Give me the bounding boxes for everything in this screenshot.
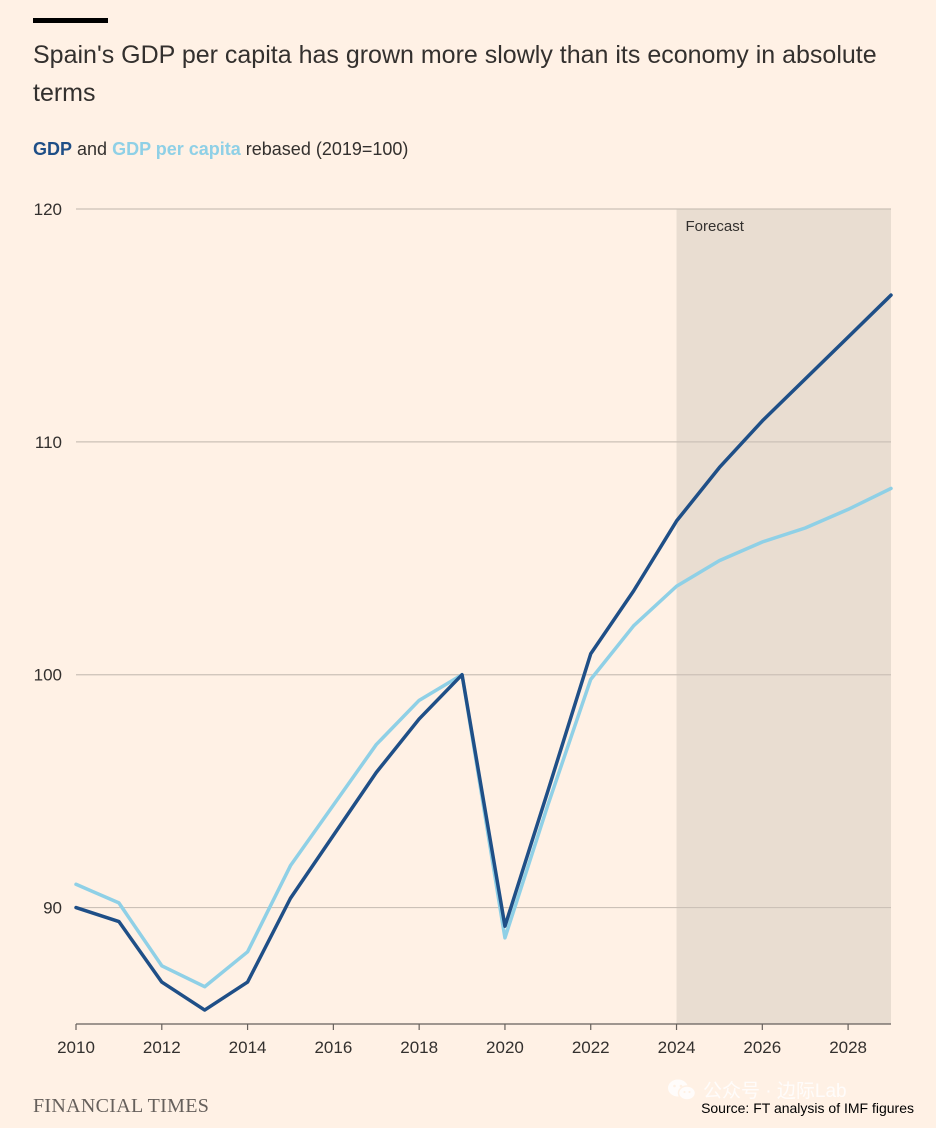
x-tick-label: 2010	[57, 1038, 95, 1057]
subtitle-and: and	[72, 139, 113, 159]
legend-gdp: GDP	[33, 139, 73, 159]
y-tick-label: 110	[35, 433, 62, 452]
source-note: Source: FT analysis of IMF figures	[701, 1100, 914, 1116]
y-tick-label: 120	[34, 200, 62, 219]
x-tick-label: 2012	[143, 1038, 181, 1057]
y-tick-label: 100	[34, 666, 62, 685]
chart-title: Spain's GDP per capita has grown more sl…	[33, 41, 877, 107]
x-tick-label: 2016	[314, 1038, 352, 1057]
series-line-gdp	[74, 293, 893, 1012]
x-tick-label: 2018	[400, 1038, 438, 1057]
subtitle-rest: rebased (2019=100)	[240, 139, 409, 159]
legend-gdp-per-capita: GDP per capita	[112, 139, 241, 159]
watermark: 公众号 · 边际Lab	[667, 1076, 847, 1103]
x-tick-label: 2026	[743, 1038, 781, 1057]
watermark-text: 公众号 · 边际Lab	[703, 1081, 847, 1102]
wechat-icon	[668, 1079, 697, 1101]
x-tick-label: 2020	[486, 1038, 524, 1057]
forecast-label: Forecast	[686, 218, 745, 235]
chart-subtitle: GDP and GDP per capita rebased (2019=100…	[33, 139, 408, 160]
forecast-band	[676, 209, 891, 1024]
x-tick-label: 2028	[829, 1038, 867, 1057]
x-tick-label: 2014	[229, 1038, 267, 1057]
x-tick-label: 2024	[658, 1038, 696, 1057]
x-tick-label: 2022	[572, 1038, 610, 1057]
ft-logo: FINANCIAL TIMES	[33, 1095, 210, 1117]
y-tick-label: 90	[43, 899, 62, 918]
ft-top-rule	[33, 18, 108, 23]
